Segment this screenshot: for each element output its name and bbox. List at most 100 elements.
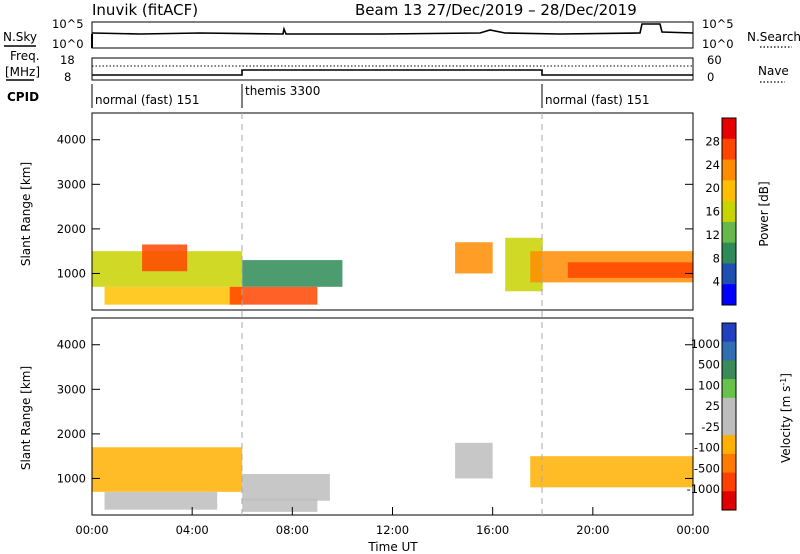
data-region-1-3 — [242, 498, 318, 512]
colorbar-segment-1-7 — [722, 453, 736, 474]
colorbar-segment-1-0 — [722, 323, 736, 343]
data-region-0-2 — [104, 286, 243, 305]
xtick-label-2: 08:00 — [276, 523, 309, 537]
xtick-label-6: 00:00 — [676, 523, 709, 537]
power-y-axis: 1000 2000 3000 4000 — [57, 133, 693, 280]
colorbar-tick-0-1: 8 — [713, 251, 720, 265]
colorbar-segment-1-6 — [722, 435, 736, 455]
colorbar-segment-0-8 — [722, 284, 736, 306]
power-colorbar: 4 8 12 16 20 24 28 — [705, 117, 737, 306]
colorbar-segment-1-2 — [722, 360, 736, 380]
nave-right-bottom: 0 — [707, 70, 714, 84]
colorbar-segment-0-6 — [722, 242, 736, 264]
nsky-panel: N.Sky 10^5 10^0 10^5 10^0 N.Search — [3, 17, 800, 51]
ytick-label-0-1: 2000 — [57, 222, 86, 236]
nave-label: Nave — [758, 64, 789, 78]
colorbar-tick-0-0: 4 — [713, 275, 720, 289]
nsky-label: N.Sky — [3, 30, 37, 44]
freq-unit-label: [MHz] — [5, 65, 40, 79]
colorbar-tick-1-6: -500 — [694, 461, 720, 475]
ytick-label-1-2: 3000 — [57, 382, 86, 396]
power-panel: 1000 2000 3000 4000 Slant Range [km] 4 8 12 16… — [19, 112, 771, 311]
colorbar-tick-0-3: 16 — [705, 205, 720, 219]
freq-panel: Freq. [MHz] 18 8 60 0 Nave — [5, 49, 789, 84]
ytick-label-1-1: 2000 — [57, 427, 86, 441]
colorbar-tick-1-0: 1000 — [691, 337, 720, 351]
freq-label: Freq. — [10, 49, 40, 63]
data-region-0-1 — [142, 244, 188, 272]
data-region-1-4 — [455, 442, 493, 479]
colorbar-segment-0-4 — [722, 201, 736, 223]
colorbar-tick-1-1: 500 — [698, 358, 720, 372]
data-region-0-5 — [455, 242, 493, 274]
cpid-row: CPID normal (fast) 151 themis 3300 norma… — [7, 84, 649, 108]
xtick-label-4: 16:00 — [476, 523, 509, 537]
colorbar-segment-1-1 — [722, 341, 736, 361]
colorbar-segment-1-4 — [722, 397, 736, 417]
colorbar-segment-1-3 — [722, 379, 736, 399]
nsearch-label: N.Search — [747, 30, 800, 44]
velocity-colorbar: 1000 500 100 25 -25 -100 -500 -1000 — [687, 322, 737, 511]
power-data-layer — [92, 237, 693, 305]
colorbar-segment-1-8 — [722, 472, 736, 492]
nsky-right-top: 10^5 — [702, 17, 734, 31]
power-colorbar-label: Power [dB] — [757, 181, 771, 246]
colorbar-border-0 — [721, 117, 737, 306]
ytick-label-0-3: 4000 — [57, 133, 86, 147]
nsky-left-bottom: 10^0 — [52, 37, 84, 51]
colorbar-segment-1-5 — [722, 416, 736, 436]
colorbar-segment-0-1 — [722, 138, 736, 161]
ytick-label-0-0: 1000 — [57, 266, 86, 280]
colorbar-tick-1-4: -25 — [701, 420, 720, 434]
velocity-panel: 1000 2000 3000 4000 Slant Range [km] 1000 50… — [19, 317, 794, 554]
site-title: Inuvik (fitACF) — [92, 1, 198, 19]
xtick-label-5: 20:00 — [576, 523, 609, 537]
colorbar-segment-0-7 — [722, 263, 736, 285]
power-ylabel: Slant Range [km] — [19, 162, 33, 266]
data-region-0-8 — [567, 262, 693, 278]
colorbar-segment-0-5 — [722, 221, 736, 244]
cpid-segment-2: themis 3300 — [245, 84, 320, 98]
data-region-1-0 — [92, 447, 243, 492]
data-region-1-1 — [104, 491, 218, 510]
colorbar-tick-1-7: -1000 — [687, 482, 720, 496]
xtick-label-3: 12:00 — [376, 523, 409, 537]
nave-right-top: 60 — [707, 53, 722, 67]
colorbar-tick-0-6: 28 — [705, 134, 720, 148]
cpid-label: CPID — [7, 90, 39, 104]
xtick-label-1: 04:00 — [176, 523, 209, 537]
colorbar-segment-0-2 — [722, 159, 736, 181]
data-region-0-4 — [242, 260, 343, 287]
colorbar-tick-0-4: 20 — [705, 181, 720, 195]
velocity-y-axis: 1000 2000 3000 4000 — [57, 338, 693, 485]
colorbar-segment-1-9 — [722, 491, 736, 511]
time-xlabel: Time UT — [367, 540, 418, 554]
colorbar-tick-1-5: -100 — [694, 441, 720, 455]
ytick-label-1-0: 1000 — [57, 471, 86, 485]
colorbar-tick-1-2: 100 — [698, 378, 720, 392]
freq-left-bottom: 8 — [64, 70, 71, 84]
ytick-label-0-2: 3000 — [57, 177, 86, 191]
freq-left-top: 18 — [60, 53, 75, 67]
program-boundaries — [241, 113, 543, 515]
time-x-axis: 00:00 04:00 08:00 12:00 16:00 20:00 00:00 — [75, 507, 710, 537]
beam-date-title: Beam 13 27/Dec/2019 – 28/Dec/2019 — [355, 1, 637, 19]
colorbar-segment-0-3 — [722, 180, 736, 202]
colorbar-tick-0-5: 24 — [705, 158, 720, 172]
xtick-label-0: 00:00 — [75, 523, 108, 537]
ytick-label-1-3: 4000 — [57, 338, 86, 352]
colorbar-tick-0-2: 12 — [705, 228, 720, 242]
colorbar-border-1 — [721, 322, 737, 511]
velocity-colorbar-label: Velocity [m s-1] — [779, 373, 794, 463]
nsky-right-bottom: 10^0 — [702, 37, 734, 51]
data-region-1-2 — [242, 473, 330, 501]
data-region-0-3 — [229, 286, 318, 305]
data-region-1-5 — [530, 456, 693, 488]
colorbar-tick-1-3: 25 — [705, 399, 720, 413]
velocity-ylabel: Slant Range [km] — [19, 366, 33, 470]
cpid-segment-1: normal (fast) 151 — [95, 93, 199, 107]
colorbar-segment-0-0 — [722, 118, 736, 140]
nsky-left-top: 10^5 — [52, 17, 84, 31]
cpid-segment-3: normal (fast) 151 — [545, 93, 649, 107]
velocity-data-layer — [92, 442, 693, 512]
